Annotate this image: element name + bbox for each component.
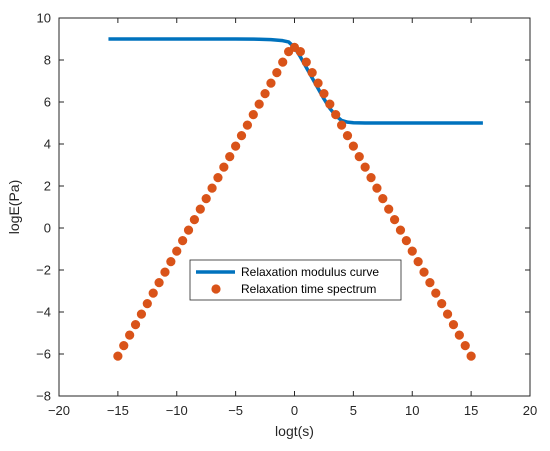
spectrum-point	[342, 131, 353, 141]
y-tick-label: 8	[44, 53, 51, 68]
spectrum-point	[231, 141, 241, 151]
x-tick-label: −5	[228, 403, 243, 418]
spectrum-point	[183, 225, 194, 235]
spectrum-point	[119, 341, 129, 351]
legend-label-spectrum: Relaxation time spectrum	[241, 282, 376, 296]
legend: Relaxation modulus curve Relaxation time…	[189, 259, 402, 301]
y-tick-label: −4	[36, 305, 51, 320]
spectrum-point	[125, 330, 135, 340]
x-tick-label: 20	[523, 403, 537, 418]
spectrum-point	[130, 320, 141, 330]
y-tick-label: −6	[36, 347, 51, 362]
x-tick-label: −15	[107, 403, 129, 418]
y-tick-label: 0	[44, 221, 51, 236]
spectrum-point	[201, 194, 211, 204]
spectrum-point	[242, 120, 252, 130]
x-tick-label: 15	[464, 403, 478, 418]
spectrum-point	[248, 110, 258, 120]
spectrum-point	[331, 110, 341, 120]
spectrum-point	[236, 131, 247, 141]
spectrum-point	[254, 99, 264, 109]
spectrum-point	[225, 152, 235, 162]
spectrum-point	[136, 309, 147, 319]
x-axis-title: logt(s)	[275, 423, 314, 439]
spectrum-point	[313, 78, 323, 88]
spectrum-point	[401, 236, 411, 246]
spectrum-point	[295, 47, 305, 57]
spectrum-point	[431, 288, 441, 298]
spectrum-point	[219, 162, 229, 172]
spectrum-point	[460, 341, 470, 351]
spectrum-point	[278, 57, 288, 67]
spectrum-point	[178, 236, 188, 246]
spectrum-point	[395, 225, 406, 235]
spectrum-point	[260, 89, 270, 99]
y-axis-title: logE(Pa)	[6, 180, 22, 234]
legend-label-modulus: Relaxation modulus curve	[241, 265, 379, 279]
spectrum-point	[360, 162, 370, 172]
spectrum-point	[454, 330, 464, 340]
spectrum-point	[272, 68, 282, 78]
spectrum-point	[207, 183, 217, 193]
spectrum-point	[337, 120, 347, 130]
spectrum-point	[442, 309, 453, 319]
spectrum-point	[148, 288, 158, 298]
legend-dot-sample	[211, 284, 221, 294]
spectrum-point	[366, 173, 376, 183]
spectrum-point	[466, 351, 476, 361]
spectrum-point	[189, 215, 200, 225]
spectrum-point	[378, 194, 388, 204]
spectrum-point	[166, 257, 176, 267]
legend-box	[189, 259, 402, 301]
x-tick-label: 5	[350, 403, 357, 418]
y-tick-label: 2	[44, 179, 51, 194]
spectrum-point	[142, 299, 152, 309]
spectrum-point	[172, 246, 182, 256]
spectrum-point	[213, 173, 223, 183]
spectrum-point	[160, 267, 170, 277]
spectrum-point	[154, 278, 164, 288]
y-tick-label: 4	[44, 137, 51, 152]
spectrum-point	[266, 78, 276, 88]
spectrum-point	[419, 267, 429, 277]
spectrum-point	[301, 57, 311, 67]
spectrum-point	[437, 299, 447, 309]
spectrum-point	[195, 204, 205, 214]
spectrum-point	[407, 246, 417, 256]
spectrum-point	[348, 141, 358, 151]
spectrum-point	[325, 99, 335, 109]
spectrum-point	[389, 215, 400, 225]
x-tick-label: 10	[405, 403, 419, 418]
spectrum-point	[448, 320, 459, 330]
spectrum-point	[307, 68, 317, 78]
x-tick-label: −10	[166, 403, 188, 418]
x-tick-label: −20	[48, 403, 70, 418]
y-tick-label: 10	[37, 11, 51, 26]
y-tick-label: −8	[36, 389, 51, 404]
spectrum-point	[372, 183, 382, 193]
spectrum-point	[425, 278, 435, 288]
x-tick-label: 0	[291, 403, 298, 418]
y-tick-label: 6	[44, 95, 51, 110]
spectrum-point	[354, 152, 364, 162]
spectrum-point	[113, 351, 123, 361]
y-tick-label: −2	[36, 263, 51, 278]
series-layer	[108, 37, 483, 361]
spectrum-point	[384, 204, 394, 214]
plot-background	[59, 18, 530, 396]
spectrum-point	[319, 89, 329, 99]
spectrum-point	[413, 257, 423, 267]
